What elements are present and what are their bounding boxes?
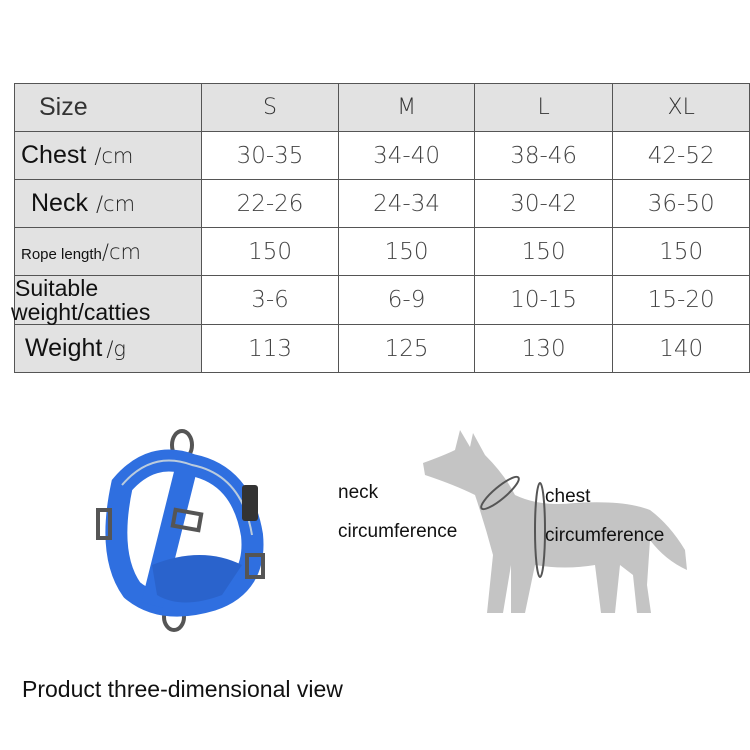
cell: 30-35 [200, 131, 340, 180]
cell: 150 [200, 227, 340, 276]
row-unit: /cm [101, 240, 141, 264]
table-row: Weight/g 113 125 130 140 [14, 324, 750, 373]
cell: 113 [200, 324, 340, 373]
row-label-text: Weight [25, 334, 103, 362]
row-label: Weight/g [14, 324, 202, 373]
row-label-text: Chest [21, 141, 87, 169]
size-table: Size S M L XL Chest/cm 30-35 34-40 38-46… [11, 83, 750, 373]
size-s: S [200, 83, 340, 132]
cell: 15-20 [612, 275, 750, 325]
chest-label: chest [545, 486, 591, 507]
cell: 125 [338, 324, 475, 373]
cell: 150 [338, 227, 475, 276]
cell: 22-26 [200, 179, 340, 228]
dog-silhouette [423, 430, 687, 613]
cell: 38-46 [473, 131, 614, 180]
cell: 36-50 [612, 179, 750, 228]
cell: 150 [612, 227, 750, 276]
row-label-text: Rope length [21, 246, 102, 263]
row-label-text: Neck [31, 189, 88, 217]
row-unit: /cm [94, 144, 134, 168]
size-xl: XL [612, 83, 750, 132]
cell: 3-6 [200, 275, 340, 325]
chest-label-2: circumference [545, 525, 665, 546]
table-row: Neck/cm 22-26 24-34 30-42 36-50 [14, 179, 750, 228]
row-label-text-2: weight/catties [11, 299, 151, 325]
size-l: L [473, 83, 614, 132]
cell: 6-9 [338, 275, 475, 325]
row-label-text: Suitable [15, 275, 99, 301]
cell: 150 [473, 227, 614, 276]
cell: 10-15 [473, 275, 614, 325]
size-header: Size [14, 83, 202, 132]
table-row: Chest/cm 30-35 34-40 38-46 42-52 [14, 131, 750, 180]
row-label: Rope length/cm [14, 227, 202, 276]
row-unit: /g [106, 337, 127, 361]
row-label: Suitable weight/catties [11, 275, 202, 325]
table-row: Rope length/cm 150 150 150 150 [14, 227, 750, 276]
neck-label-2: circumference [338, 521, 458, 542]
cell: 130 [473, 324, 614, 373]
cell: 34-40 [338, 131, 475, 180]
cell: 24-34 [338, 179, 475, 228]
cell: 140 [612, 324, 750, 373]
table-header-row: Size S M L XL [14, 83, 750, 132]
caption: Product three-dimensional view [22, 676, 343, 702]
row-label: Chest/cm [14, 131, 202, 180]
harness-image [96, 429, 265, 632]
table-row: Suitable weight/catties 3-6 6-9 10-15 15-… [11, 275, 750, 325]
row-label: Neck/cm [14, 179, 202, 228]
row-unit: /cm [95, 192, 136, 216]
size-m: M [338, 83, 475, 132]
cell: 42-52 [612, 131, 750, 180]
neck-label: neck [338, 482, 379, 503]
cell: 30-42 [473, 179, 614, 228]
